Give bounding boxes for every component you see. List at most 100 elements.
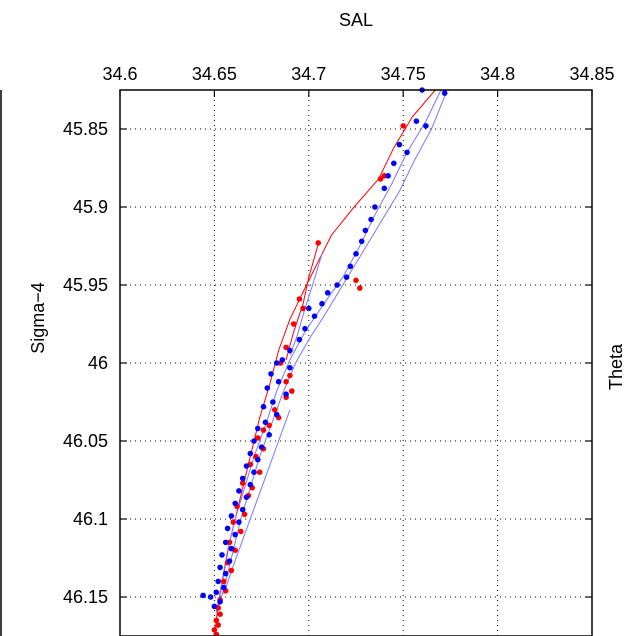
data-point	[400, 123, 407, 129]
data-point	[353, 277, 359, 284]
data-point	[247, 481, 254, 488]
data-point	[283, 344, 289, 351]
data-point	[279, 357, 286, 363]
data-point	[302, 325, 308, 332]
data-point	[287, 347, 293, 354]
data-point	[319, 300, 325, 307]
data-point	[241, 511, 248, 518]
y-tick-label: 45.95	[63, 275, 108, 295]
data-point	[211, 627, 218, 633]
data-point	[315, 240, 322, 246]
data-point	[289, 388, 295, 394]
data-point	[273, 411, 280, 418]
x-tick-label: 34.7	[291, 64, 326, 84]
data-point	[215, 578, 221, 585]
y-tick-label: 45.9	[73, 197, 108, 217]
data-point	[232, 531, 238, 538]
y-axis-ticks: 45.85 45.9 45.95 46 46.05 46.1 46.15	[63, 119, 592, 607]
data-point	[287, 372, 293, 379]
data-point	[215, 622, 221, 628]
data-point	[296, 336, 303, 343]
data-point	[273, 360, 280, 366]
data-point	[306, 305, 312, 312]
data-point	[254, 425, 261, 432]
y-tick-label: 46.1	[73, 509, 108, 529]
data-point	[239, 475, 246, 482]
data-point	[243, 494, 250, 501]
data-point	[385, 173, 391, 179]
data-point	[423, 123, 429, 129]
data-point	[251, 469, 257, 476]
data-point	[404, 149, 410, 156]
data-point	[228, 513, 235, 519]
data-point	[222, 570, 229, 577]
data-point	[311, 313, 318, 320]
data-point	[300, 305, 306, 312]
x-axis-ticks: 34.6 34.65 34.7 34.75 34.8 34.85	[102, 64, 615, 97]
profile-line	[285, 244, 319, 361]
data-point	[260, 427, 267, 433]
profile-line	[223, 409, 291, 595]
data-point	[226, 558, 233, 564]
data-point	[230, 519, 237, 525]
data-point	[372, 204, 378, 210]
data-point	[381, 185, 388, 192]
data-point	[287, 364, 293, 371]
y-tick-label: 45.85	[63, 119, 108, 139]
data-point	[260, 403, 267, 410]
data-point	[343, 274, 350, 281]
data-point	[357, 285, 363, 291]
data-point	[290, 321, 297, 327]
data-point	[353, 251, 359, 257]
data-point	[228, 545, 235, 552]
data-point	[238, 528, 244, 535]
data-point	[266, 422, 273, 429]
x-tick-label: 34.75	[381, 64, 426, 84]
data-point	[232, 500, 238, 507]
data-point	[377, 176, 384, 182]
x-tick-label: 34.85	[569, 64, 614, 84]
right-panel-label: Theta	[606, 343, 624, 390]
data-point	[283, 391, 289, 398]
data-point	[211, 603, 218, 610]
data-point	[368, 216, 374, 223]
data-point	[217, 611, 223, 617]
data-point	[213, 589, 220, 596]
x-tick-label: 34.6	[102, 64, 137, 84]
y-tick-label: 46	[88, 353, 108, 373]
x-tick-label: 34.65	[192, 64, 237, 84]
data-point	[362, 227, 369, 234]
data-point	[296, 296, 303, 302]
data-point	[243, 463, 250, 469]
data-point	[268, 371, 274, 377]
data-point	[358, 238, 365, 245]
data-point	[221, 578, 227, 585]
data-point	[334, 282, 340, 288]
data-point	[270, 399, 276, 405]
data-point	[213, 617, 220, 624]
data-point	[222, 539, 229, 546]
data-point	[239, 480, 246, 486]
data-point	[207, 594, 214, 600]
data-point	[283, 378, 289, 385]
data-point	[256, 469, 263, 476]
x-axis-title: SAL	[339, 10, 373, 30]
data-point	[221, 584, 227, 591]
y-axis-title: Sigma−4	[28, 282, 48, 354]
data-point	[251, 438, 257, 444]
data-point	[200, 592, 206, 599]
data-points	[200, 87, 448, 636]
data-point	[275, 378, 282, 385]
data-point	[258, 444, 265, 451]
data-point	[347, 263, 354, 270]
data-point	[272, 407, 278, 413]
data-point	[236, 488, 242, 494]
data-point	[264, 385, 271, 391]
y-tick-label: 46.05	[63, 431, 108, 451]
data-point	[441, 90, 448, 96]
data-point	[228, 567, 235, 574]
data-point	[217, 564, 223, 571]
data-point	[217, 598, 223, 605]
